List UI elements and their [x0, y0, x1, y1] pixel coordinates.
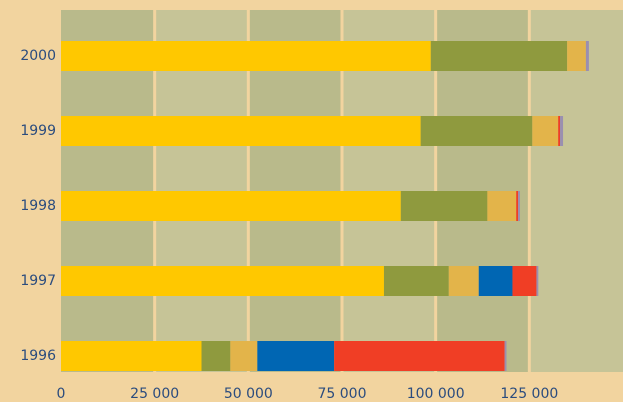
- x-tick-label: 50 000: [224, 386, 273, 402]
- bar-segment: [334, 341, 505, 371]
- y-tick-label: 1998: [20, 198, 56, 214]
- bar-segment: [516, 191, 519, 221]
- y-tick-label: 2000: [20, 48, 56, 64]
- bar-segment: [558, 116, 561, 146]
- bar-segment: [430, 41, 568, 71]
- bar-segment: [560, 116, 564, 146]
- bar-segment: [201, 341, 231, 371]
- bar-segment: [567, 41, 586, 71]
- x-tick-label: 75 000: [318, 386, 367, 402]
- bar-segment: [512, 266, 537, 296]
- bar-segment: [257, 341, 335, 371]
- x-tick-label: 100 000: [407, 386, 465, 402]
- bar-segment: [383, 266, 449, 296]
- bar-segment: [532, 116, 559, 146]
- x-tick-label: 0: [57, 386, 66, 402]
- bar-segment: [420, 116, 533, 146]
- bar-segment: [478, 266, 513, 296]
- bar-segment: [518, 191, 520, 221]
- y-tick-label: 1997: [20, 273, 56, 289]
- bar-segment: [61, 41, 431, 71]
- bar-segment: [61, 341, 202, 371]
- bar-segment: [487, 191, 517, 221]
- bar-segment: [61, 116, 421, 146]
- bar-segment: [400, 191, 488, 221]
- bar-segment: [61, 191, 401, 221]
- bar-segment: [448, 266, 479, 296]
- bar-segment: [504, 341, 507, 371]
- bar-segment: [230, 341, 258, 371]
- x-tick-label: 25 000: [130, 386, 179, 402]
- bar-segment: [536, 266, 539, 296]
- x-tick-label: 125 000: [500, 386, 558, 402]
- bar-segment: [61, 266, 384, 296]
- bar-segment: [585, 41, 589, 71]
- y-tick-label: 1996: [20, 348, 56, 364]
- y-tick-label: 1999: [20, 123, 56, 139]
